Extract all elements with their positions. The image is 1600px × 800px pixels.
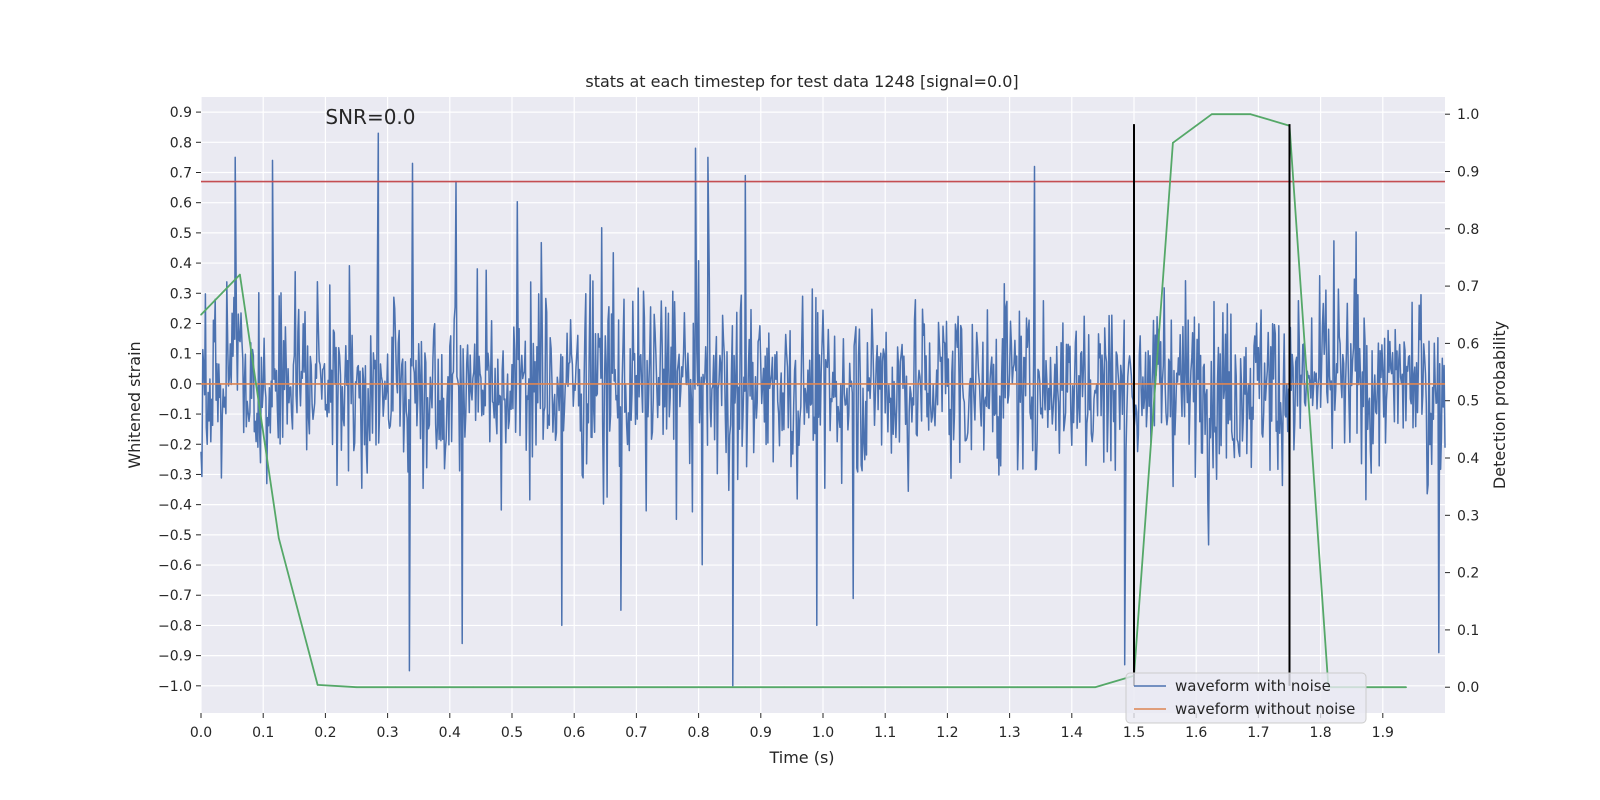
y2-tick-label: 0.9 <box>1457 164 1479 180</box>
y2-tick-label: 0.6 <box>1457 336 1479 352</box>
grid <box>200 97 1445 713</box>
detection-probability-point <box>511 686 513 689</box>
detection-probability-point <box>355 686 358 689</box>
detection-probability-point <box>277 537 280 540</box>
y-tick-label: 0.8 <box>170 135 192 151</box>
detection-probability-point <box>783 686 785 689</box>
marker-lines <box>1133 124 1291 686</box>
detection-probability-point <box>1094 686 1096 689</box>
y-tick-label: 0.2 <box>170 316 192 332</box>
detection-probability-point <box>588 686 591 689</box>
x-tick-label: 1.5 <box>1123 725 1145 741</box>
x-tick-label: 0.2 <box>314 725 336 741</box>
detection-probability-point <box>472 686 474 689</box>
x-tick-label: 1.4 <box>1061 725 1083 741</box>
y-tick-label: 0.4 <box>170 256 192 272</box>
legend-label-clean: waveform without noise <box>1175 700 1355 718</box>
y-tick-label: −0.2 <box>158 437 192 453</box>
detection-probability-point <box>394 686 397 689</box>
x-tick-label: 0.6 <box>563 725 585 741</box>
detection-probability-point <box>1055 686 1058 689</box>
y2-axis-ticks: 0.0 0.1 0.2 0.3 0.4 0.5 0.6 0.7 0.8 0.9 1.0 <box>1445 107 1479 696</box>
detection-probability-point <box>705 686 708 689</box>
x-tick-label: 1.9 <box>1372 725 1394 741</box>
y2-axis-label: Detection probability <box>1490 321 1509 489</box>
y-tick-label: −0.3 <box>158 467 192 483</box>
y2-tick-label: 0.7 <box>1457 279 1479 295</box>
detection-probability-point <box>1249 113 1252 115</box>
detection-probability-point <box>550 686 552 689</box>
x-tick-label: 0.4 <box>439 725 461 741</box>
y2-tick-label: 0.2 <box>1457 566 1479 582</box>
x-tick-label: 1.6 <box>1185 725 1207 741</box>
x-tick-label: 1.7 <box>1247 725 1269 741</box>
legend-box <box>1125 672 1367 724</box>
detection-probability-point <box>899 686 902 689</box>
y-tick-label: 0.9 <box>170 105 192 121</box>
detection-probability-point <box>977 686 980 689</box>
y2-tick-label: 0.4 <box>1457 451 1479 467</box>
y-tick-label: 0.6 <box>170 196 192 212</box>
detection-probability-point <box>822 686 824 689</box>
detection-probability-point <box>433 686 436 689</box>
y-tick-label: −0.5 <box>158 528 192 544</box>
y-tick-label: −0.8 <box>158 618 192 634</box>
detection-probability-point <box>200 313 202 316</box>
y-tick-label: −0.7 <box>158 588 192 604</box>
y-axis-label: Whitened strain <box>125 341 144 468</box>
y2-tick-label: 0.0 <box>1457 680 1479 696</box>
legend: waveform with noise waveform without noi… <box>1125 672 1367 724</box>
detection-probability-point <box>744 686 747 689</box>
y-tick-label: 0.7 <box>170 165 192 181</box>
detection-probability-point <box>666 686 669 689</box>
x-tick-label: 0.0 <box>190 725 212 741</box>
detection-probability-point <box>938 686 941 689</box>
detection-probability-point <box>316 684 319 686</box>
detection-probability-point <box>1172 142 1174 144</box>
detection-probability-point <box>1210 113 1213 115</box>
y-tick-label: −0.1 <box>158 407 192 423</box>
detection-probability-line <box>200 113 1407 689</box>
x-tick-label: 0.8 <box>687 725 709 741</box>
x-tick-label: 0.3 <box>376 725 398 741</box>
y-tick-label: −0.4 <box>158 498 192 514</box>
noisy-waveform-line <box>200 132 1446 687</box>
y-tick-label: 0.3 <box>170 286 192 302</box>
y-axis-ticks: −1.0 −0.9 −0.8 −0.7 −0.6 −0.5 −0.4 −0.3 −0.2 −0.1… <box>158 105 201 695</box>
x-tick-label: 0.9 <box>750 725 772 741</box>
x-tick-label: 0.5 <box>501 725 523 741</box>
y-tick-label: 0.1 <box>170 347 192 363</box>
y2-tick-label: 0.8 <box>1457 222 1479 238</box>
x-tick-label: 1.3 <box>998 725 1020 741</box>
y2-tick-label: 1.0 <box>1457 107 1479 123</box>
y2-tick-label: 0.3 <box>1457 508 1479 524</box>
y-tick-label: −1.0 <box>158 679 192 695</box>
x-tick-label: 1.8 <box>1309 725 1331 741</box>
detection-probability-point <box>239 273 241 276</box>
x-tick-label: 1.2 <box>936 725 958 741</box>
snr-annotation: SNR=0.0 <box>325 105 415 129</box>
chart-title: stats at each timestep for test data 124… <box>585 72 1018 91</box>
y-tick-label: −0.9 <box>158 649 192 665</box>
detection-probability-point <box>1405 686 1407 689</box>
detection-probability-point <box>1366 686 1369 689</box>
detection-probability-point <box>861 686 863 689</box>
detection-probability-point <box>627 686 630 689</box>
legend-label-noise: waveform with noise <box>1175 677 1331 695</box>
y-tick-label: 0.5 <box>170 226 192 242</box>
x-tick-label: 0.7 <box>625 725 647 741</box>
x-axis-ticks: 0.0 0.1 0.2 0.3 0.4 0.5 0.6 0.7 0.8 0.9 1.0 1.1 1.2 1… <box>190 713 1394 741</box>
x-axis-label: Time (s) <box>768 748 834 767</box>
detection-probability-point <box>1016 686 1019 689</box>
x-tick-label: 1.0 <box>812 725 834 741</box>
y2-tick-label: 0.1 <box>1457 623 1479 639</box>
x-tick-label: 0.1 <box>252 725 274 741</box>
x-tick-label: 1.1 <box>874 725 896 741</box>
series-waveform-with-noise <box>200 132 1446 687</box>
y-tick-label: 0.0 <box>170 377 192 393</box>
y2-tick-label: 0.5 <box>1457 394 1479 410</box>
y-tick-label: −0.6 <box>158 558 192 574</box>
